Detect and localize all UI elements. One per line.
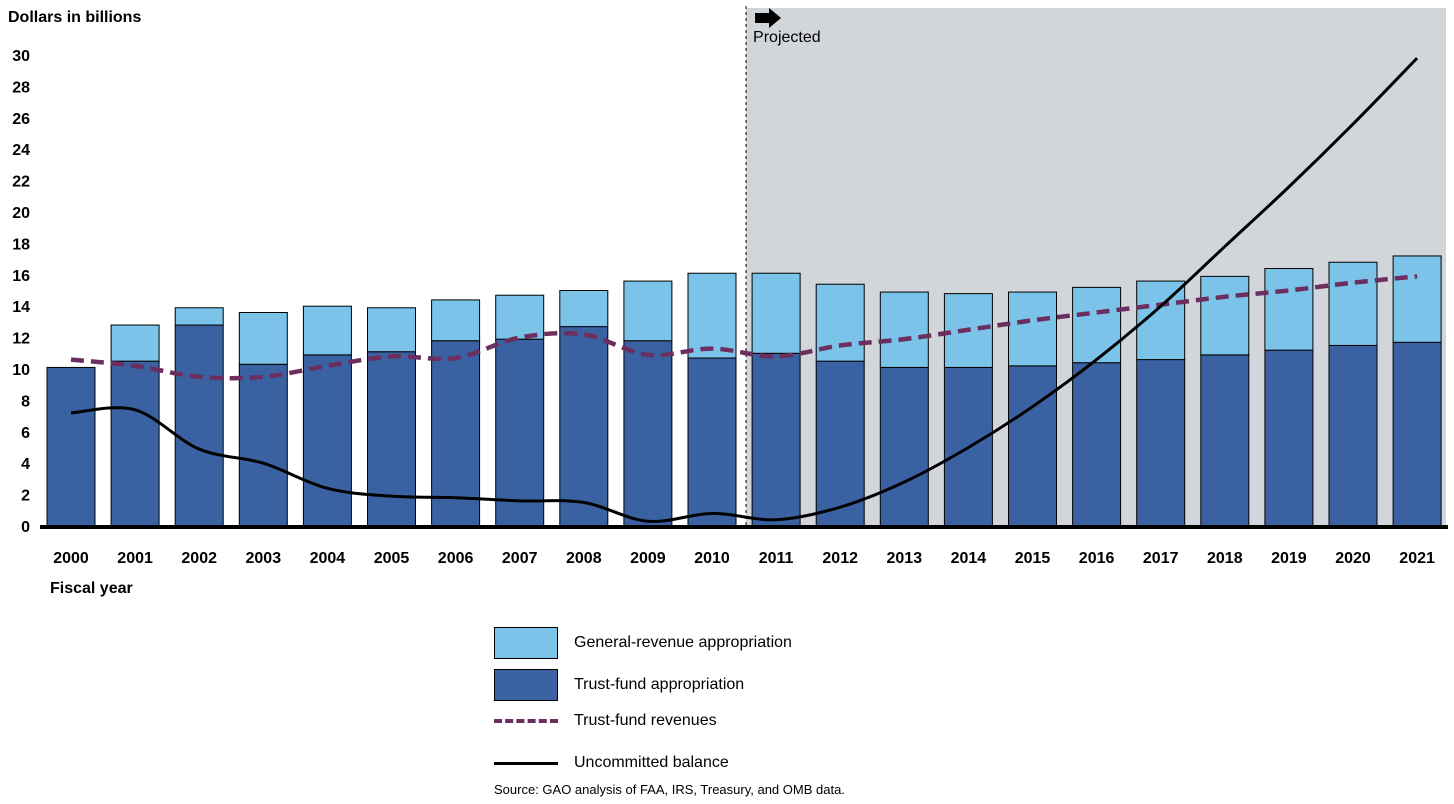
bar-trust-fund-appropriation bbox=[1264, 349, 1314, 527]
bar-trust-fund-appropriation bbox=[623, 340, 673, 527]
bar-trust-fund-appropriation bbox=[1200, 354, 1250, 527]
bar-general-revenue-appropriation bbox=[1200, 275, 1250, 356]
bar-general-revenue-appropriation bbox=[302, 305, 352, 356]
bar-general-revenue-appropriation bbox=[687, 272, 737, 359]
x-axis-ticks: 2000 2001 2002 2003 2004 2005 2006 2007 2008 2009… bbox=[53, 550, 1435, 567]
bar-general-revenue-appropriation bbox=[238, 311, 288, 365]
x-tick-label: 2001 bbox=[117, 550, 153, 567]
bar-trust-fund-appropriation bbox=[559, 326, 609, 527]
x-tick-label: 2003 bbox=[246, 550, 282, 567]
x-tick-label: 2021 bbox=[1399, 550, 1435, 567]
bar-general-revenue-appropriation bbox=[623, 280, 673, 342]
projected-label: Projected bbox=[753, 29, 821, 46]
x-tick-label: 2010 bbox=[694, 550, 730, 567]
x-tick-label: 2005 bbox=[374, 550, 410, 567]
bar-trust-fund-appropriation bbox=[1072, 362, 1122, 527]
bar-trust-fund-appropriation bbox=[495, 338, 545, 527]
y-tick-label: 2 bbox=[21, 488, 30, 505]
y-tick-label: 10 bbox=[12, 362, 30, 379]
x-tick-label: 2015 bbox=[1015, 550, 1051, 567]
legend-swatch-general-revenue bbox=[494, 627, 558, 659]
x-tick-label: 2014 bbox=[951, 550, 987, 567]
bar-trust-fund-appropriation bbox=[46, 366, 96, 527]
bar-general-revenue-appropriation bbox=[1392, 255, 1442, 343]
x-axis-title: Fiscal year bbox=[50, 580, 133, 597]
x-tick-label: 2020 bbox=[1335, 550, 1371, 567]
bar-general-revenue-appropriation bbox=[1264, 268, 1314, 351]
trust-fund-revenues-line bbox=[70, 274, 1418, 381]
bar-general-revenue-appropriation bbox=[751, 272, 801, 354]
legend-label: Trust-fund revenues bbox=[574, 712, 717, 729]
bar-general-revenue-appropriation bbox=[431, 299, 481, 342]
bar-general-revenue-appropriation bbox=[1008, 291, 1057, 367]
bar-general-revenue-appropriation bbox=[174, 307, 224, 326]
bar-trust-fund-appropriation bbox=[879, 366, 929, 527]
y-tick-label: 4 bbox=[21, 456, 30, 473]
bar-general-revenue-appropriation bbox=[879, 291, 929, 368]
bar-trust-fund-appropriation bbox=[1392, 341, 1442, 527]
chart: Projected Dollars in billions Fiscal yea… bbox=[8, 6, 1448, 597]
legend-swatch-trust-fund-appropriation bbox=[494, 669, 558, 701]
bar-trust-fund-appropriation bbox=[238, 363, 288, 527]
y-tick-label: 30 bbox=[12, 48, 30, 65]
bar-trust-fund-appropriation bbox=[174, 324, 224, 527]
bar-trust-fund-appropriation bbox=[751, 352, 801, 527]
source-note: Source: GAO analysis of FAA, IRS, Treasu… bbox=[494, 782, 845, 797]
x-tick-label: 2002 bbox=[181, 550, 217, 567]
x-tick-label: 2012 bbox=[822, 550, 858, 567]
bar-trust-fund-appropriation bbox=[367, 351, 416, 527]
x-tick-label: 2018 bbox=[1207, 550, 1243, 567]
bar-trust-fund-appropriation bbox=[302, 354, 352, 527]
bar-general-revenue-appropriation bbox=[1136, 280, 1186, 361]
bar-general-revenue-appropriation bbox=[1072, 286, 1122, 364]
x-tick-label: 2016 bbox=[1079, 550, 1115, 567]
y-tick-label: 22 bbox=[12, 174, 30, 191]
legend-label: General-revenue appropriation bbox=[574, 634, 792, 651]
legend-label: Trust-fund appropriation bbox=[574, 676, 745, 693]
bar-general-revenue-appropriation bbox=[1328, 261, 1378, 346]
y-tick-label: 14 bbox=[12, 299, 30, 316]
x-tick-label: 2006 bbox=[438, 550, 474, 567]
y-tick-label: 8 bbox=[21, 393, 30, 410]
bar-trust-fund-appropriation bbox=[1136, 359, 1186, 527]
y-tick-label: 12 bbox=[12, 331, 30, 348]
y-axis-title: Dollars in billions bbox=[8, 9, 141, 26]
bar-general-revenue-appropriation bbox=[367, 307, 416, 353]
y-tick-label: 6 bbox=[21, 425, 30, 442]
y-tick-label: 0 bbox=[21, 519, 30, 536]
x-tick-label: 2011 bbox=[759, 550, 794, 567]
projected-arrow-icon bbox=[755, 8, 782, 28]
y-tick-label: 26 bbox=[12, 111, 30, 128]
bar-trust-fund-appropriation bbox=[1008, 365, 1057, 527]
uncommitted-balance-line bbox=[70, 57, 1419, 524]
y-tick-label: 24 bbox=[12, 142, 30, 159]
x-tick-label: 2019 bbox=[1271, 550, 1307, 567]
bar-general-revenue-appropriation bbox=[495, 294, 545, 340]
x-tick-label: 2013 bbox=[887, 550, 923, 567]
x-tick-label: 2007 bbox=[502, 550, 538, 567]
bar-trust-fund-appropriation bbox=[110, 360, 160, 527]
x-tick-label: 2008 bbox=[566, 550, 602, 567]
bars bbox=[46, 255, 1442, 527]
bar-trust-fund-appropriation bbox=[1328, 344, 1378, 527]
y-tick-label: 18 bbox=[12, 236, 30, 253]
y-tick-label: 16 bbox=[12, 268, 30, 285]
y-tick-label: 28 bbox=[12, 79, 30, 96]
legend-dashed-line bbox=[494, 719, 558, 723]
legend-label: Uncommitted balance bbox=[574, 754, 729, 771]
y-tick-label: 20 bbox=[12, 205, 30, 222]
bar-trust-fund-appropriation bbox=[431, 340, 481, 527]
bar-general-revenue-appropriation bbox=[559, 290, 609, 328]
bar-general-revenue-appropriation bbox=[110, 324, 160, 362]
x-tick-label: 2017 bbox=[1143, 550, 1179, 567]
bar-trust-fund-appropriation bbox=[687, 357, 737, 527]
legend-solid-line bbox=[494, 761, 558, 765]
x-tick-label: 2004 bbox=[310, 550, 346, 567]
x-tick-label: 2000 bbox=[53, 550, 89, 567]
x-tick-label: 2009 bbox=[630, 550, 666, 567]
